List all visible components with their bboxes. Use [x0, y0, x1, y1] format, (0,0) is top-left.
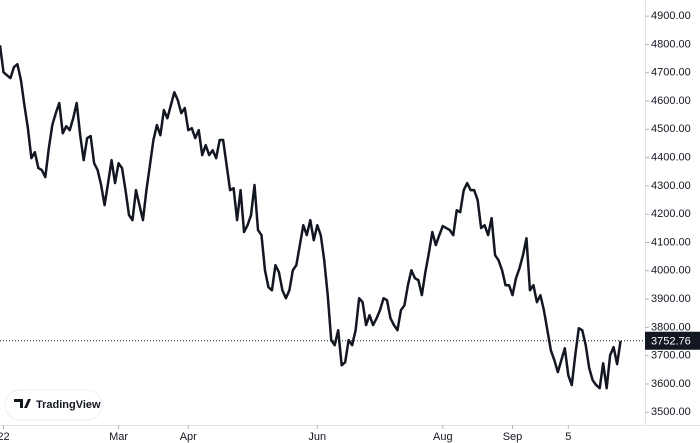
- y-tick-label: 3900.00: [651, 293, 691, 305]
- x-tick-label: Aug: [433, 431, 453, 443]
- y-tick-label: 4300.00: [651, 180, 691, 192]
- y-tick-label: 4800.00: [651, 38, 691, 50]
- y-tick-label: 4000.00: [651, 265, 691, 277]
- y-tick-label: 4400.00: [651, 152, 691, 164]
- last-price-box: [645, 331, 700, 350]
- y-tick-label: 3500.00: [651, 406, 691, 418]
- y-tick-label: 3800.00: [651, 321, 691, 333]
- x-tick-label: Mar: [109, 431, 128, 443]
- y-tick-label: 4100.00: [651, 236, 691, 248]
- last-price-label: 3752.76: [651, 336, 691, 348]
- y-tick-label: 3700.00: [651, 350, 691, 362]
- x-tick-label: Jun: [308, 431, 326, 443]
- y-tick-label: 4200.00: [651, 208, 691, 220]
- x-tick-label: Apr: [180, 431, 197, 443]
- y-tick-label: 4600.00: [651, 95, 691, 107]
- x-tick-label: 22: [0, 431, 10, 443]
- watermark: TradingView: [4, 389, 103, 421]
- watermark-logo: [14, 399, 31, 408]
- x-tick-label: 5: [565, 431, 571, 443]
- y-tick-label: 4900.00: [651, 10, 691, 22]
- watermark-text: TradingView: [36, 399, 101, 411]
- x-tick-label: Sep: [503, 431, 523, 443]
- y-tick-label: 4500.00: [651, 123, 691, 135]
- price-line: [0, 45, 622, 390]
- y-tick-label: 4700.00: [651, 67, 691, 79]
- y-tick-label: 3600.00: [651, 378, 691, 390]
- watermark-box: [4, 389, 103, 421]
